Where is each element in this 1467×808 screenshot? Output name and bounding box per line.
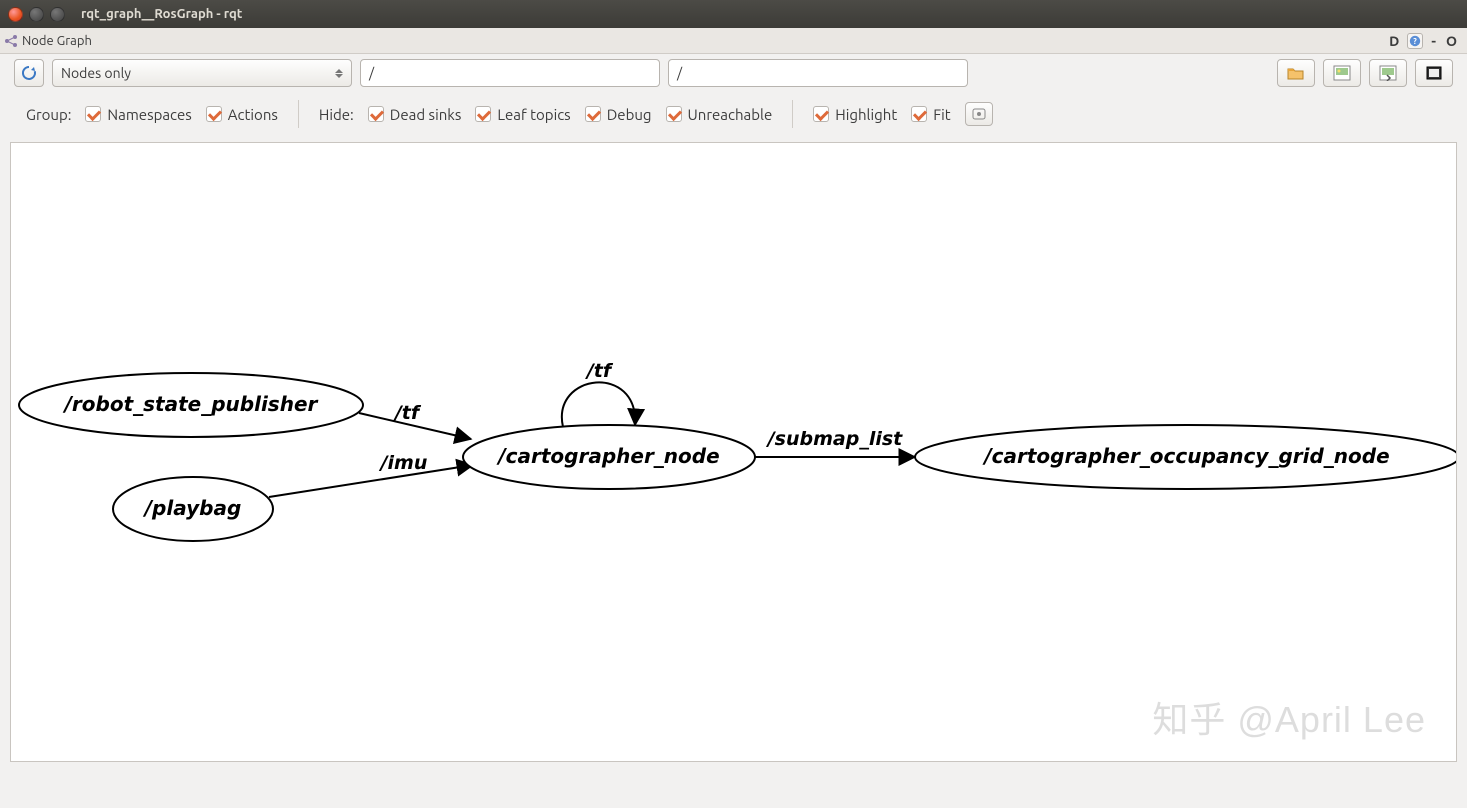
- checkbox-icon: [85, 106, 101, 122]
- dropdown-value: Nodes only: [61, 65, 131, 81]
- checkbox-icon: [585, 106, 601, 122]
- leaf-topics-label: Leaf topics: [497, 106, 570, 123]
- toolbar-row-1: Nodes only / /: [0, 54, 1467, 92]
- checkbox-icon: [475, 106, 491, 122]
- float-panel-button[interactable]: O: [1444, 33, 1459, 49]
- fit-checkbox[interactable]: Fit: [911, 106, 950, 123]
- panel-header: Node Graph D ? - O: [0, 28, 1467, 54]
- checkbox-icon: [911, 106, 927, 122]
- save-dot-button[interactable]: [1369, 59, 1407, 87]
- dead-sinks-label: Dead sinks: [390, 106, 462, 123]
- checkbox-icon: [666, 106, 682, 122]
- highlight-label: Highlight: [835, 106, 897, 123]
- graph-edge: [562, 382, 635, 427]
- namespaces-checkbox[interactable]: Namespaces: [85, 106, 191, 123]
- actions-checkbox[interactable]: Actions: [206, 106, 278, 123]
- panel-title: Node Graph: [22, 34, 92, 48]
- fit-label: Fit: [933, 106, 950, 123]
- graph-node-label: /cartographer_occupancy_grid_node: [982, 444, 1389, 468]
- graph-edge-label: /submap_list: [766, 428, 903, 450]
- window-close-button[interactable]: [8, 7, 23, 22]
- checkbox-icon: [206, 106, 222, 122]
- actions-label: Actions: [228, 106, 278, 123]
- svg-text:?: ?: [1414, 37, 1418, 46]
- open-file-button[interactable]: [1277, 59, 1315, 87]
- filter1-value: /: [369, 65, 374, 81]
- graph-edge: [269, 465, 473, 497]
- expand-options-button[interactable]: [965, 102, 993, 126]
- group-label: Group:: [26, 106, 71, 123]
- filter2-value: /: [677, 65, 682, 81]
- hide-label: Hide:: [319, 106, 354, 123]
- window-minimize-button[interactable]: [29, 7, 44, 22]
- graph-node-label: /robot_state_publisher: [63, 392, 319, 416]
- unreachable-checkbox[interactable]: Unreachable: [666, 106, 773, 123]
- window-titlebar: rqt_graph__RosGraph - rqt: [0, 0, 1467, 28]
- graph-edge-label: /tf: [393, 402, 422, 424]
- help-button[interactable]: ?: [1407, 33, 1423, 49]
- checkbox-icon: [813, 106, 829, 122]
- debug-label: Debug: [607, 106, 652, 123]
- graph-edge-label: /tf: [585, 360, 614, 382]
- unreachable-label: Unreachable: [688, 106, 773, 123]
- toolbar-row-2: Group: Namespaces Actions Hide: Dead sin…: [0, 92, 1467, 136]
- dock-d-button[interactable]: D: [1387, 33, 1401, 49]
- ros-graph-svg: /tf/imu/submap_list/tf/robot_state_publi…: [11, 143, 1456, 761]
- refresh-button[interactable]: [14, 59, 44, 87]
- dead-sinks-checkbox[interactable]: Dead sinks: [368, 106, 462, 123]
- save-image-button[interactable]: [1323, 59, 1361, 87]
- topic-filter-input-1[interactable]: /: [360, 59, 660, 87]
- window-maximize-button[interactable]: [50, 7, 65, 22]
- leaf-topics-checkbox[interactable]: Leaf topics: [475, 106, 570, 123]
- graph-node-label: /cartographer_node: [496, 444, 719, 468]
- debug-checkbox[interactable]: Debug: [585, 106, 652, 123]
- graph-icon: [4, 34, 18, 48]
- window-title: rqt_graph__RosGraph - rqt: [81, 7, 242, 21]
- graph-edge-label: /imu: [379, 452, 428, 474]
- toolbar-separator: [298, 100, 299, 128]
- checkbox-icon: [368, 106, 384, 122]
- graph-node-label: /playbag: [143, 496, 242, 520]
- topic-filter-input-2[interactable]: /: [668, 59, 968, 87]
- minimize-panel-button[interactable]: -: [1429, 33, 1438, 49]
- node-filter-dropdown[interactable]: Nodes only: [52, 59, 352, 87]
- highlight-checkbox[interactable]: Highlight: [813, 106, 897, 123]
- fit-view-button[interactable]: [1415, 59, 1453, 87]
- graph-canvas[interactable]: /tf/imu/submap_list/tf/robot_state_publi…: [10, 142, 1457, 762]
- namespaces-label: Namespaces: [107, 106, 191, 123]
- toolbar-separator: [792, 100, 793, 128]
- dropdown-caret-icon: [335, 69, 343, 78]
